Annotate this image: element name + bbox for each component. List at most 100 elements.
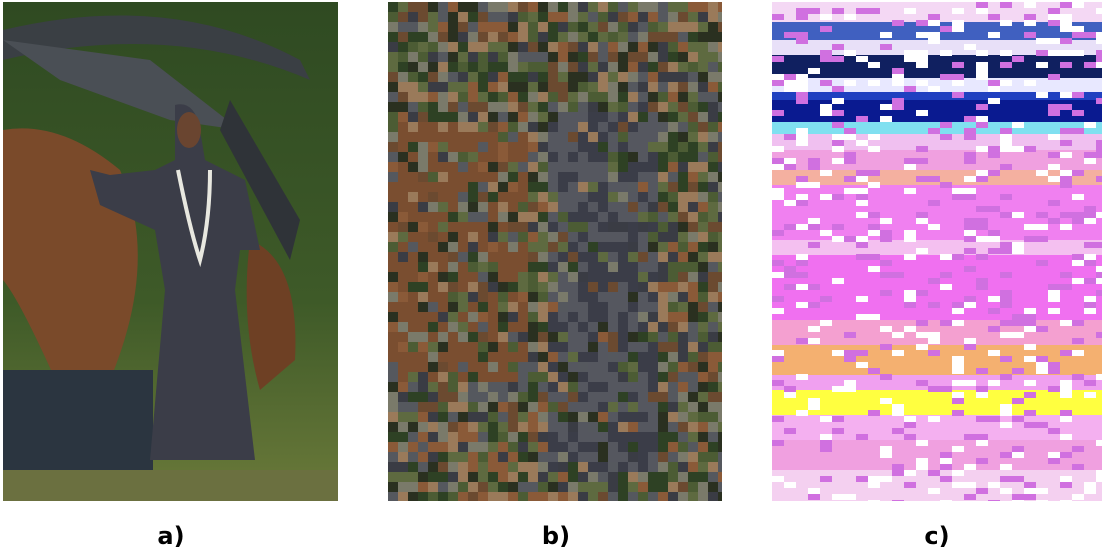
block bbox=[1024, 320, 1036, 326]
block bbox=[428, 172, 438, 182]
block bbox=[478, 322, 488, 332]
block bbox=[668, 232, 678, 242]
block bbox=[438, 322, 448, 332]
block bbox=[388, 432, 398, 442]
block bbox=[448, 422, 458, 432]
block bbox=[598, 112, 608, 122]
block bbox=[408, 292, 418, 302]
block bbox=[1012, 212, 1024, 218]
block bbox=[856, 116, 868, 122]
block bbox=[588, 12, 598, 22]
block bbox=[418, 82, 428, 92]
block bbox=[538, 252, 548, 262]
block bbox=[976, 206, 988, 212]
block bbox=[638, 352, 648, 362]
block bbox=[618, 92, 628, 102]
block bbox=[578, 22, 588, 32]
block bbox=[558, 12, 568, 22]
block bbox=[1060, 434, 1072, 440]
block bbox=[648, 382, 658, 392]
block bbox=[388, 382, 398, 392]
block bbox=[678, 382, 688, 392]
block bbox=[952, 26, 964, 32]
block bbox=[438, 412, 448, 422]
block bbox=[508, 172, 518, 182]
block bbox=[964, 218, 976, 224]
block bbox=[832, 416, 844, 422]
panel-label: a) bbox=[157, 522, 184, 550]
block bbox=[498, 312, 508, 322]
block bbox=[458, 402, 468, 412]
block bbox=[796, 272, 808, 278]
block bbox=[904, 470, 916, 476]
block bbox=[418, 62, 428, 72]
block bbox=[904, 164, 916, 170]
block bbox=[608, 422, 618, 432]
block bbox=[428, 192, 438, 202]
block bbox=[568, 282, 578, 292]
block bbox=[598, 482, 608, 492]
block bbox=[418, 372, 428, 382]
block bbox=[668, 332, 678, 342]
block bbox=[548, 312, 558, 322]
block bbox=[940, 500, 952, 506]
block bbox=[796, 140, 808, 146]
block bbox=[698, 282, 708, 292]
block bbox=[1036, 62, 1048, 68]
block bbox=[538, 482, 548, 492]
block bbox=[608, 482, 618, 492]
block bbox=[498, 402, 508, 412]
block bbox=[658, 232, 668, 242]
block bbox=[388, 362, 398, 372]
block bbox=[1024, 224, 1036, 230]
block bbox=[458, 92, 468, 102]
block bbox=[428, 72, 438, 82]
block bbox=[548, 192, 558, 202]
block bbox=[448, 452, 458, 462]
block bbox=[708, 32, 718, 42]
block bbox=[488, 232, 498, 242]
block bbox=[618, 362, 628, 372]
block bbox=[668, 162, 678, 172]
block bbox=[618, 372, 628, 382]
block bbox=[628, 212, 638, 222]
block bbox=[418, 482, 428, 492]
block bbox=[488, 12, 498, 22]
block bbox=[1096, 278, 1102, 284]
block bbox=[628, 2, 638, 12]
block bbox=[398, 162, 408, 172]
block bbox=[718, 292, 728, 302]
block bbox=[648, 242, 658, 252]
block bbox=[398, 492, 408, 502]
block bbox=[478, 352, 488, 362]
block bbox=[688, 82, 698, 92]
block bbox=[678, 172, 688, 182]
block bbox=[438, 42, 448, 52]
block bbox=[940, 284, 952, 290]
block bbox=[976, 146, 988, 152]
block bbox=[698, 22, 708, 32]
block bbox=[418, 412, 428, 422]
block bbox=[398, 212, 408, 222]
block bbox=[808, 326, 820, 332]
block bbox=[508, 442, 518, 452]
block bbox=[488, 212, 498, 222]
block bbox=[1036, 260, 1048, 266]
block bbox=[488, 182, 498, 192]
block bbox=[648, 482, 658, 492]
block bbox=[678, 92, 688, 102]
block bbox=[1096, 440, 1102, 446]
block bbox=[628, 482, 638, 492]
block bbox=[518, 362, 528, 372]
block bbox=[568, 142, 578, 152]
block bbox=[916, 248, 928, 254]
block bbox=[658, 312, 668, 322]
block bbox=[1036, 422, 1048, 428]
block bbox=[608, 162, 618, 172]
block bbox=[418, 352, 428, 362]
block bbox=[498, 362, 508, 372]
block bbox=[448, 92, 458, 102]
block bbox=[658, 162, 668, 172]
block bbox=[698, 322, 708, 332]
block bbox=[868, 254, 880, 260]
